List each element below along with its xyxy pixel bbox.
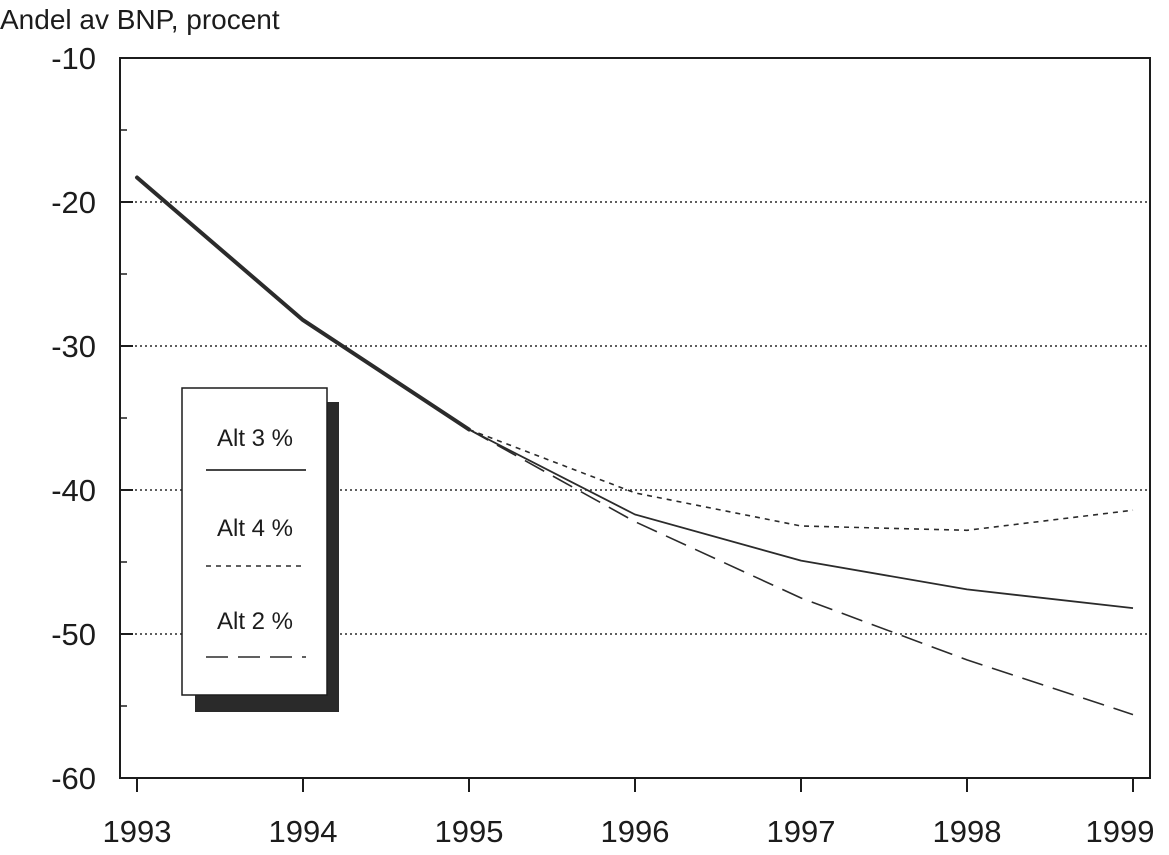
y-axis-ticks: -10 -20 -30 -40 -50 -60 bbox=[51, 41, 133, 796]
plot-lines bbox=[135, 175, 1134, 716]
x-tick-label: 1993 bbox=[103, 814, 172, 849]
history-line bbox=[135, 175, 471, 432]
legend-label: Alt 4 % bbox=[217, 515, 293, 542]
y-tick-label: -20 bbox=[51, 185, 96, 220]
x-tick-label: 1998 bbox=[933, 814, 1002, 849]
y-tick-label: -40 bbox=[51, 473, 96, 508]
x-tick-label: 1995 bbox=[435, 814, 504, 849]
series-line-dashed bbox=[468, 428, 1134, 716]
y-axis-label: Andel av BNP, procent bbox=[0, 4, 280, 35]
legend-box bbox=[181, 387, 328, 696]
x-tick-label: 1999 bbox=[1086, 814, 1155, 849]
series-line-solid bbox=[468, 428, 1134, 609]
y-tick-label: -30 bbox=[51, 329, 96, 364]
x-tick-label: 1994 bbox=[269, 814, 338, 849]
x-tick-label: 1996 bbox=[601, 814, 670, 849]
y-tick-label: -10 bbox=[51, 41, 96, 76]
y-tick-label: -50 bbox=[51, 617, 96, 652]
x-tick-label: 1997 bbox=[767, 814, 836, 849]
y-tick-label: -60 bbox=[51, 761, 96, 796]
legend-label: Alt 3 % bbox=[217, 425, 293, 452]
legend-label: Alt 2 % bbox=[217, 608, 293, 635]
x-axis-ticks: 1993 1994 1995 1996 1997 1998 1999 bbox=[103, 778, 1155, 849]
legend: Alt 3 % Alt 4 % Alt 2 % bbox=[181, 387, 339, 712]
